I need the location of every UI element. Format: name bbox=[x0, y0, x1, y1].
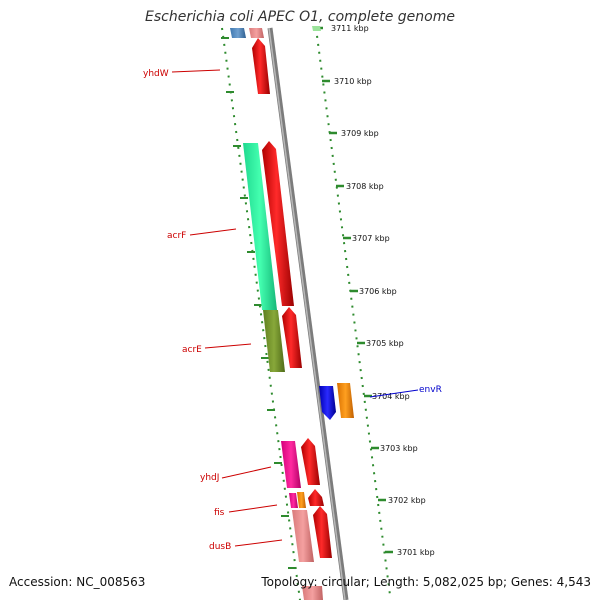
cog-feature-dusB bbox=[292, 510, 314, 562]
gene-label-yhdJ: yhdJ bbox=[200, 473, 219, 483]
cds-arrow-yhdW bbox=[252, 38, 270, 94]
tick-label-3706: 3706 kbp bbox=[359, 287, 397, 296]
gene-label-dusB: dusB bbox=[209, 542, 231, 552]
tick-label-3705: 3705 kbp bbox=[366, 339, 404, 348]
inner-dotted-ring bbox=[221, 27, 301, 600]
cog-feature-top-steel bbox=[230, 28, 246, 38]
gene-leader-line-envR bbox=[369, 389, 419, 398]
tick-label-3702: 3702 kbp bbox=[388, 496, 426, 505]
cds-arrow-yhdJ bbox=[301, 438, 320, 485]
tick-label-3703: 3703 kbp bbox=[380, 444, 418, 453]
gene-leader-lines bbox=[171, 69, 283, 547]
cds-arrow-acrF bbox=[262, 141, 294, 306]
cog-feature-yhdJ bbox=[281, 441, 301, 488]
gene-label-acrF: acrF bbox=[167, 231, 186, 241]
cds-arrow-dusB bbox=[313, 506, 332, 558]
genome-backbone bbox=[267, 27, 349, 600]
gene-label-fis: fis bbox=[214, 508, 225, 518]
cog-feature-acrF bbox=[243, 143, 277, 310]
cds-arrow-envR bbox=[319, 386, 336, 420]
gene-label-envR: envR bbox=[419, 385, 442, 395]
tick-label-3711: 3711 kbp bbox=[331, 24, 369, 33]
tick-label-3701: 3701 kbp bbox=[397, 548, 435, 557]
genome-backbone-highlight bbox=[268, 27, 346, 600]
cog-feature-bottom bbox=[302, 586, 323, 600]
cog-feature-fis-b bbox=[297, 492, 306, 508]
tick-label-3709: 3709 kbp bbox=[341, 129, 379, 138]
cog-feature-fis-a bbox=[289, 493, 298, 508]
cog-feature-envR bbox=[337, 383, 354, 418]
cds-arrow-acrE bbox=[282, 307, 302, 368]
accession-text: Accession: NC_008563 bbox=[9, 575, 146, 589]
tick-label-3710: 3710 kbp bbox=[334, 77, 372, 86]
genome-stats-text: Topology: circular; Length: 5,082,025 bp… bbox=[261, 575, 591, 589]
gene-label-yhdW: yhdW bbox=[143, 69, 169, 79]
cog-feature-acrE bbox=[263, 310, 285, 372]
cds-feature-top-green-tick bbox=[312, 26, 321, 31]
tick-label-3704: 3704 kbp bbox=[372, 392, 410, 401]
map-title: Escherichia coli APEC O1, complete genom… bbox=[145, 9, 455, 25]
gene-label-acrE: acrE bbox=[182, 345, 202, 355]
cds-feature-top-pink bbox=[249, 28, 264, 38]
tick-label-3707: 3707 kbp bbox=[352, 234, 390, 243]
tick-label-3708: 3708 kbp bbox=[346, 182, 384, 191]
inner-ring-ticks bbox=[221, 37, 296, 569]
cds-arrow-fis bbox=[308, 489, 324, 506]
outer-ring-ticks bbox=[315, 26, 393, 554]
